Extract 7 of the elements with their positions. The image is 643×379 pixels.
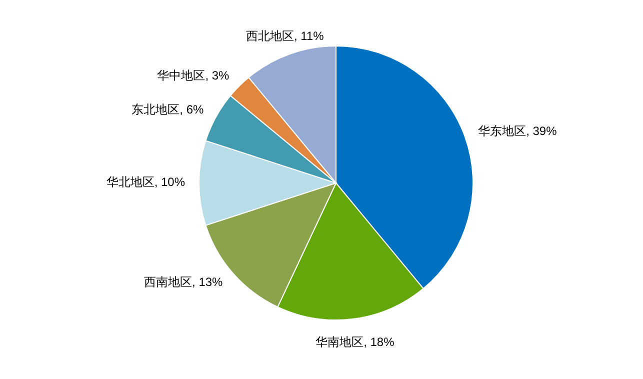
slice-label: 华东地区, 39% [478,124,558,138]
slice-label: 华南地区, 18% [316,334,395,349]
slice-label: 西北地区, 11% [246,29,324,44]
slice-label: 华北地区, 10% [106,175,186,190]
slice-label: 东北地区, 6% [132,102,204,116]
slice-label: 华中地区, 3% [157,68,230,82]
slice-label: 西南地区, 13% [144,275,224,290]
